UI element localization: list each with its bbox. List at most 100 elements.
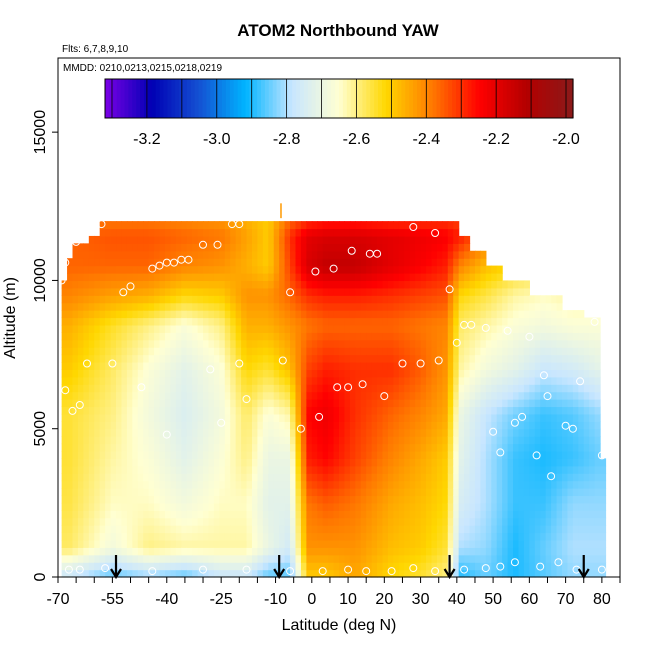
heatmap-cell [393, 480, 400, 489]
heatmap-cell [453, 384, 460, 393]
heatmap-cell [371, 517, 378, 526]
heatmap-cell [72, 421, 79, 430]
heatmap-cell [436, 361, 443, 370]
heatmap-cell [290, 280, 297, 289]
heatmap-cell [600, 517, 607, 526]
heatmap-cell [447, 495, 454, 504]
heatmap-cell [371, 458, 378, 467]
heatmap-cell [447, 235, 454, 244]
heatmap-cell [458, 569, 465, 578]
heatmap-cell [431, 517, 438, 526]
heatmap-cell [523, 421, 530, 430]
heatmap-cell [99, 361, 106, 370]
heatmap-cell [126, 406, 133, 415]
heatmap-cell [507, 287, 514, 296]
heatmap-cell [589, 347, 596, 356]
heatmap-cell [377, 532, 384, 541]
heatmap-cell [513, 317, 520, 326]
heatmap-cell [262, 458, 269, 467]
heatmap-cell [154, 450, 161, 459]
heatmap-cell [126, 228, 133, 237]
heatmap-cell [241, 502, 248, 511]
heatmap-cell [447, 384, 454, 393]
heatmap-cell [186, 539, 193, 548]
heatmap-cell [567, 547, 574, 556]
heatmap-cell [186, 421, 193, 430]
heatmap-cell [594, 376, 601, 385]
heatmap-cell [317, 354, 324, 363]
heatmap-cell [583, 473, 590, 482]
heatmap-cell [567, 369, 574, 378]
observation-point [510, 418, 519, 427]
heatmap-cell [175, 361, 182, 370]
heatmap-cell [121, 495, 128, 504]
heatmap-cell [447, 354, 454, 363]
heatmap-cell [404, 502, 411, 511]
heatmap-cell [257, 384, 264, 393]
heatmap-cell [241, 317, 248, 326]
heatmap-cell [143, 250, 150, 259]
heatmap-cell [317, 554, 324, 563]
heatmap-cell [246, 235, 253, 244]
heatmap-cell [436, 258, 443, 267]
heatmap-cell [61, 287, 68, 296]
heatmap-cell [420, 295, 427, 304]
heatmap-cell [371, 250, 378, 259]
heatmap-cell [105, 354, 112, 363]
heatmap-cell [137, 391, 144, 400]
heatmap-cell [126, 221, 133, 230]
heatmap-cell [507, 339, 514, 348]
heatmap-cell [371, 228, 378, 237]
heatmap-cell [404, 332, 411, 341]
heatmap-cell [377, 287, 384, 296]
heatmap-cell [137, 347, 144, 356]
observation-point [148, 567, 157, 576]
heatmap-cell [344, 339, 351, 348]
heatmap-cell [94, 473, 101, 482]
colorbar-swatch [370, 79, 375, 118]
heatmap-cell [246, 250, 253, 259]
heatmap-cell [148, 384, 155, 393]
heatmap-cell [360, 310, 367, 319]
heatmap-cell [224, 221, 231, 230]
heatmap-cell [551, 376, 558, 385]
heatmap-cell [377, 450, 384, 459]
heatmap-cell [322, 258, 329, 267]
heatmap-cell [170, 465, 177, 474]
heatmap-cell [311, 384, 318, 393]
heatmap-cell [589, 332, 596, 341]
heatmap-cell [67, 465, 74, 474]
heatmap-cell [426, 495, 433, 504]
heatmap-cell [235, 265, 242, 274]
heatmap-cell [175, 436, 182, 445]
heatmap-cell [513, 480, 520, 489]
heatmap-cell [556, 517, 563, 526]
heatmap-cell [458, 413, 465, 422]
heatmap-cell [132, 532, 139, 541]
heatmap-cell [523, 532, 530, 541]
heatmap-cell [121, 243, 128, 252]
heatmap-cell [339, 384, 346, 393]
heatmap-cell [246, 287, 253, 296]
heatmap-cell [284, 473, 291, 482]
heatmap-cell [224, 421, 231, 430]
heatmap-cell [447, 436, 454, 445]
heatmap-cell [121, 280, 128, 289]
heatmap-cell [290, 562, 297, 571]
heatmap-cell [257, 436, 264, 445]
heatmap-cell [431, 480, 438, 489]
heatmap-cell [480, 450, 487, 459]
heatmap-cell [561, 569, 569, 578]
heatmap-cell [219, 539, 226, 548]
heatmap-cell [491, 421, 498, 430]
heatmap-cell [159, 376, 166, 385]
colorbar-swatch [128, 79, 133, 118]
heatmap-cell [268, 235, 275, 244]
heatmap-cell [583, 406, 590, 415]
heatmap-cell [300, 384, 307, 393]
heatmap-cell [398, 273, 405, 282]
heatmap-cell [442, 421, 449, 430]
heatmap-cell [355, 250, 362, 259]
heatmap-cell [224, 243, 231, 252]
heatmap-cell [105, 399, 112, 408]
